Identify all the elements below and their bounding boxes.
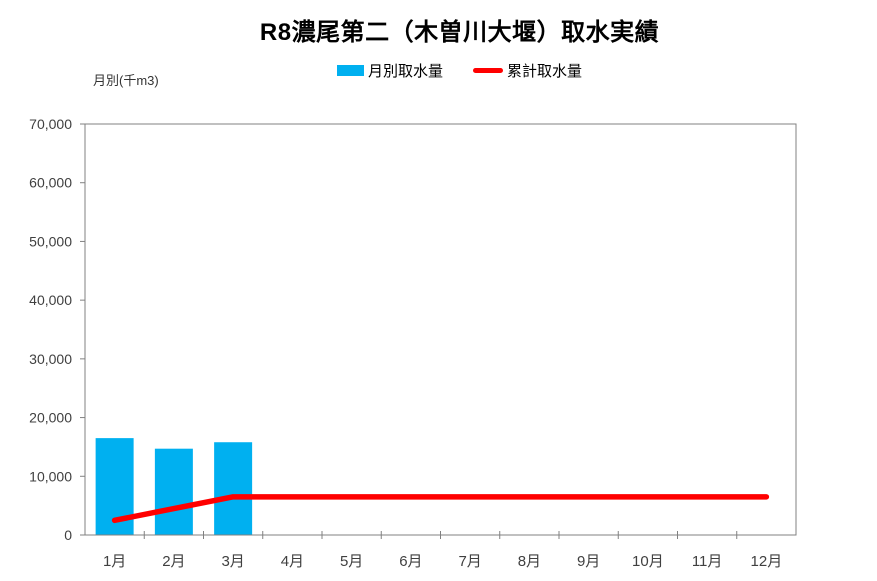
y-tick-label-0: 0 [64, 527, 72, 543]
x-label-11月: 11月 [692, 553, 723, 570]
cumulative-line [111, 494, 770, 524]
bar-series-swatch-icon [336, 65, 364, 76]
legend-label-monthly: 月別取水量 [367, 63, 443, 80]
y-tick-label-10,000: 10,000 [29, 468, 72, 484]
x-label-6月: 6月 [399, 553, 422, 570]
y-tick-label-30,000: 30,000 [29, 351, 72, 367]
y-tick-label-60,000: 60,000 [29, 175, 72, 191]
x-label-8月: 8月 [518, 553, 541, 570]
chart-title: R8濃尾第二（木曽川大堰）取水実績 [259, 19, 660, 46]
x-label-3月: 3月 [221, 553, 244, 570]
x-label-1月: 1月 [103, 553, 126, 570]
chart-header: R8濃尾第二（木曽川大堰）取水実績 月別取水量 累計取水量 [0, 0, 877, 81]
x-label-7月: 7月 [458, 553, 481, 570]
legend-label-cumulative: 累計取水量 [507, 63, 583, 80]
y-tick-label-20,000: 20,000 [29, 410, 72, 426]
line-series-swatch-icon [473, 68, 503, 73]
x-label-5月: 5月 [340, 553, 363, 570]
legend: 月別取水量 累計取水量 [42, 60, 877, 81]
legend-item-monthly: 月別取水量 [336, 60, 443, 81]
y-tick-label-70,000: 70,000 [29, 116, 72, 132]
y-tick-label-50,000: 50,000 [29, 233, 72, 249]
bar-2月 [154, 448, 193, 535]
legend-item-cumulative: 累計取水量 [473, 60, 582, 81]
y-tick-label-40,000: 40,000 [29, 292, 72, 308]
x-label-12月: 12月 [751, 553, 783, 570]
x-label-4月: 4月 [281, 553, 304, 570]
bar-3月 [214, 442, 253, 535]
y-axis-unit-label: 月別(千m3) [93, 73, 159, 88]
x-label-2月: 2月 [162, 553, 185, 570]
x-label-10月: 10月 [632, 553, 664, 570]
x-label-9月: 9月 [577, 553, 600, 570]
